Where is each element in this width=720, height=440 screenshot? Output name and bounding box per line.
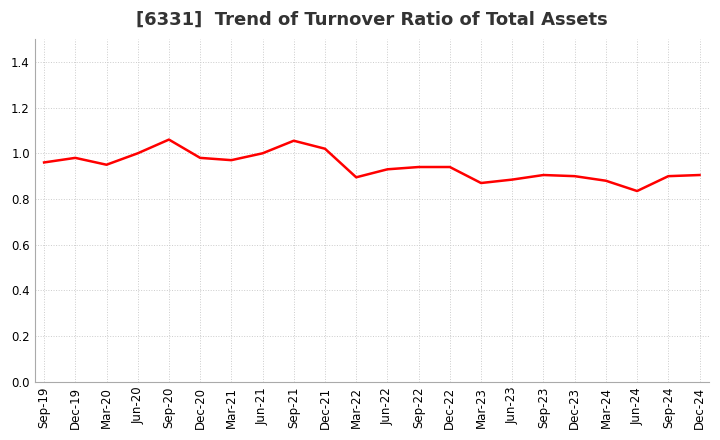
Title: [6331]  Trend of Turnover Ratio of Total Assets: [6331] Trend of Turnover Ratio of Total … xyxy=(136,11,608,29)
